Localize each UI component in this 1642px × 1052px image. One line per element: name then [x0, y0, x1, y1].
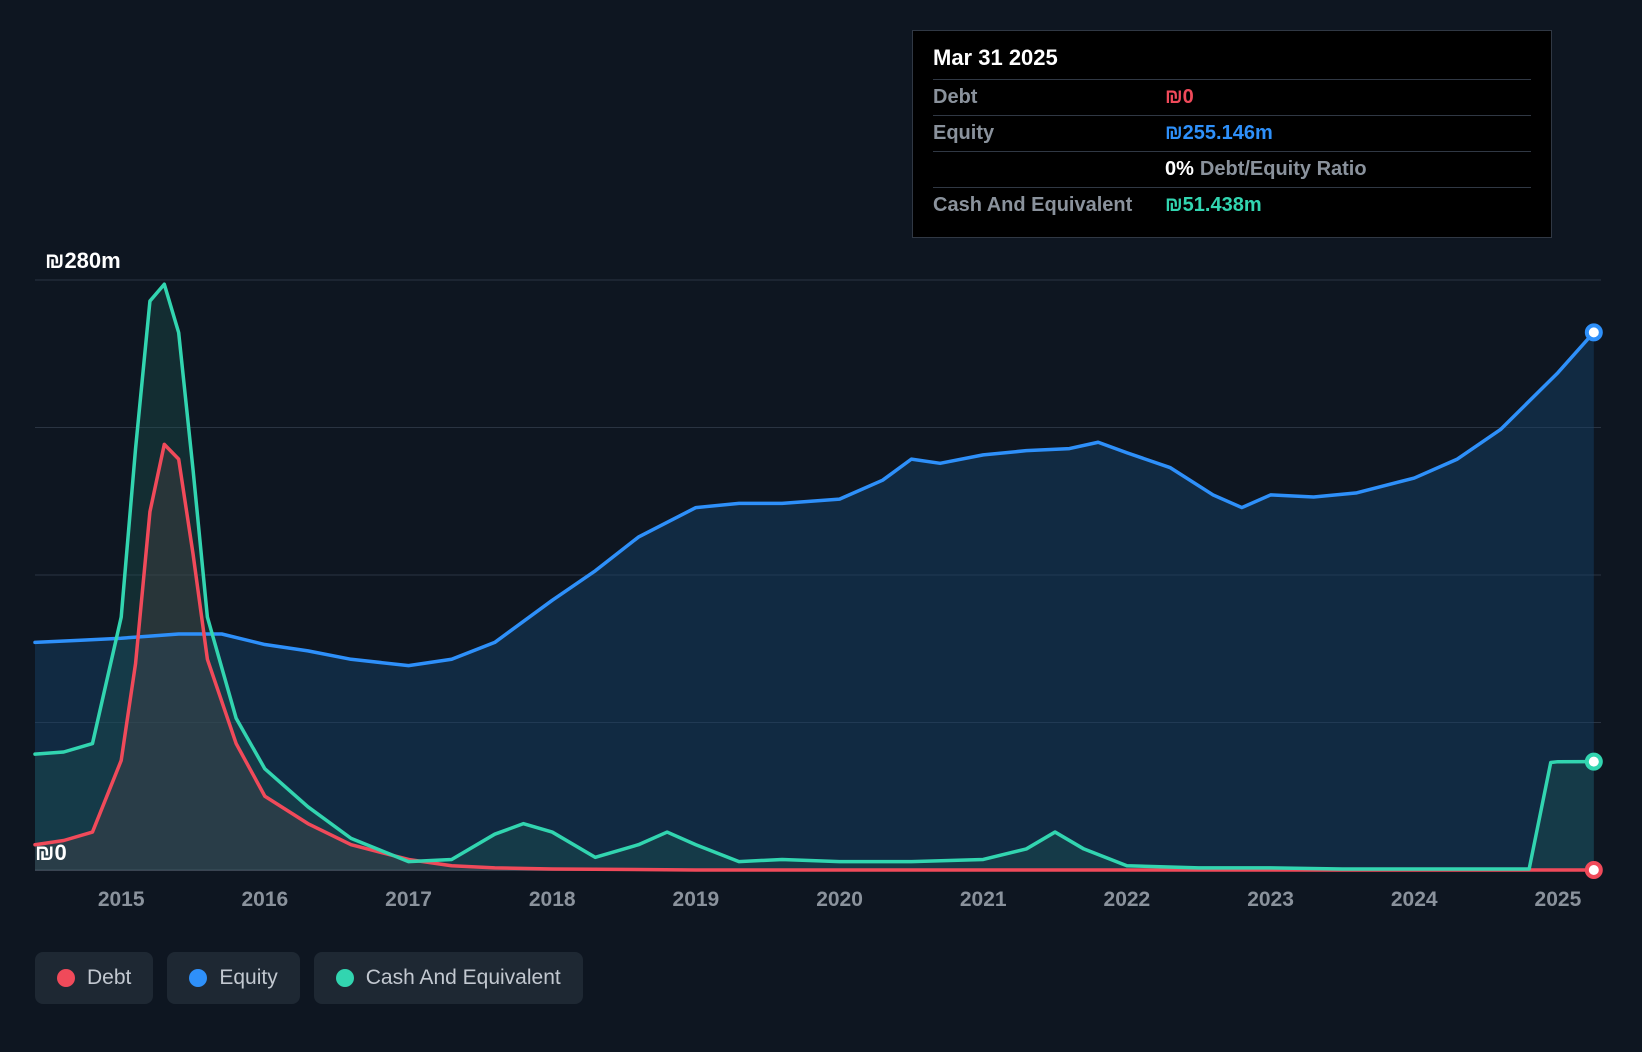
tooltip-date: Mar 31 2025 — [933, 45, 1531, 79]
legend-dot-icon — [57, 969, 75, 987]
x-tick-2017: 2017 — [385, 888, 432, 912]
chart-container: ₪280m ₪0 2015 2016 2017 2018 2019 2020 2021 202… — [0, 0, 1642, 1052]
x-axis: 2015 2016 2017 2018 2019 2020 2021 2022 2023 2024… — [0, 888, 1642, 918]
x-tick-2020: 2020 — [816, 888, 863, 912]
tooltip-value: 0% — [1165, 158, 1194, 181]
legend-label: Debt — [87, 966, 131, 990]
x-tick-2021: 2021 — [960, 888, 1007, 912]
x-tick-2016: 2016 — [242, 888, 289, 912]
legend-item-cash-and-equivalent[interactable]: Cash And Equivalent — [314, 952, 583, 1004]
tooltip-row-3: Cash And Equivalent₪51.438m — [933, 187, 1531, 223]
legend-dot-icon — [336, 969, 354, 987]
series-end-marker-equity — [1587, 325, 1601, 339]
x-tick-2015: 2015 — [98, 888, 145, 912]
tooltip-value: ₪0 — [1165, 86, 1194, 109]
tooltip-value: ₪255.146m — [1165, 122, 1273, 145]
x-tick-2019: 2019 — [673, 888, 720, 912]
legend: Debt Equity Cash And Equivalent — [35, 952, 583, 1004]
legend-label: Cash And Equivalent — [366, 966, 561, 990]
x-tick-2023: 2023 — [1247, 888, 1294, 912]
series-end-marker-cash — [1587, 755, 1601, 769]
series-end-marker-debt — [1587, 863, 1601, 877]
legend-label: Equity — [219, 966, 277, 990]
tooltip-row-1: Equity₪255.146m — [933, 115, 1531, 151]
tooltip-label: Debt — [933, 86, 1165, 109]
tooltip-row-0: Debt₪0 — [933, 79, 1531, 115]
chart-tooltip: Mar 31 2025 Debt₪0Equity₪255.146m0% Debt… — [912, 30, 1552, 238]
tooltip-value: ₪51.438m — [1165, 194, 1262, 217]
tooltip-row-2: 0% Debt/Equity Ratio — [933, 151, 1531, 187]
tooltip-sublabel: Debt/Equity Ratio — [1200, 158, 1367, 181]
tooltip-label: Cash And Equivalent — [933, 194, 1165, 217]
legend-item-debt[interactable]: Debt — [35, 952, 153, 1004]
y-axis-label-top: ₪280m — [45, 248, 121, 274]
y-axis-label-bottom: ₪0 — [35, 840, 67, 866]
x-tick-2018: 2018 — [529, 888, 576, 912]
legend-dot-icon — [189, 969, 207, 987]
x-tick-2022: 2022 — [1104, 888, 1151, 912]
x-tick-2024: 2024 — [1391, 888, 1438, 912]
legend-item-equity[interactable]: Equity — [167, 952, 299, 1004]
tooltip-label: Equity — [933, 122, 1165, 145]
x-tick-2025: 2025 — [1535, 888, 1582, 912]
